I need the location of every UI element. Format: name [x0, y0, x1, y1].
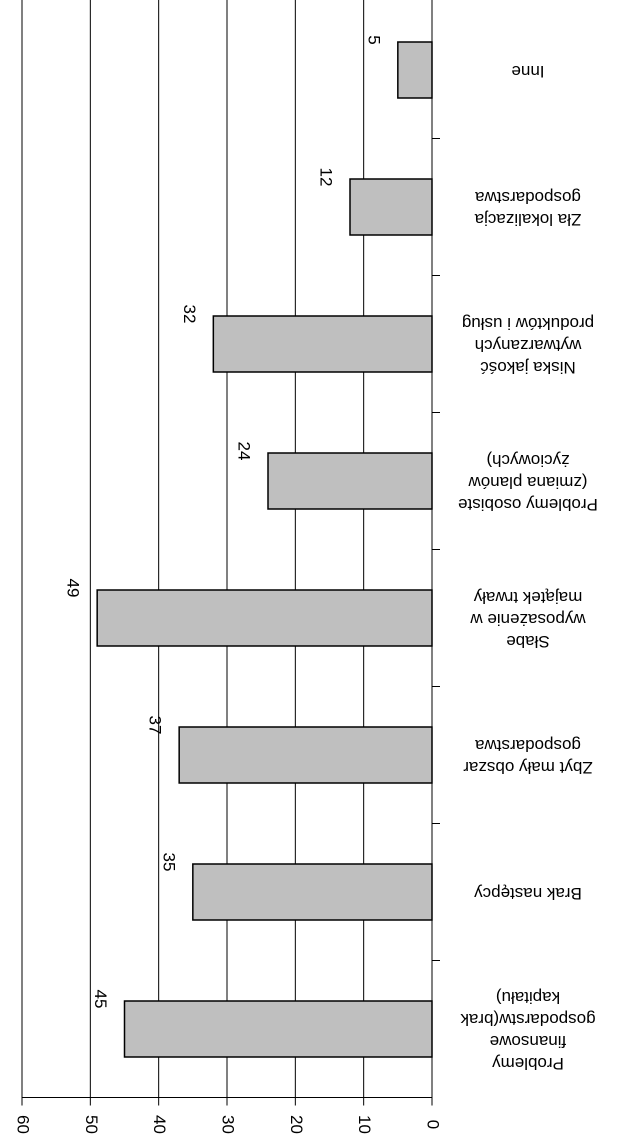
value-label: 49 [64, 579, 83, 598]
bar [96, 589, 433, 647]
x-tick-label: Brak następcy [474, 884, 582, 903]
x-tick-label: Zła lokalizacjagospodarstwa [474, 188, 581, 229]
bar [123, 1000, 433, 1058]
y-tick-label: 10 [355, 1115, 374, 1134]
y-tick-label: 0 [424, 1120, 443, 1129]
bar [178, 726, 433, 784]
x-tick-label: Problemy osobiste(zmiana planówżyciowych… [458, 451, 598, 514]
value-label: 35 [159, 853, 178, 872]
bar [192, 863, 433, 921]
value-label: 12 [317, 168, 336, 187]
value-label: 45 [91, 990, 110, 1009]
x-tick-label: Inne [511, 62, 544, 81]
value-label: 5 [364, 35, 383, 44]
value-label: 24 [235, 442, 254, 461]
y-tick-label: 40 [150, 1115, 169, 1134]
bar [212, 315, 433, 373]
x-tick-label: Problemyfinansowegospodarstw(brakkapitał… [460, 988, 596, 1073]
value-label: 32 [180, 305, 199, 324]
x-tick-label: Zbyt mały obszargospodarstwa [463, 736, 593, 777]
bar [349, 178, 433, 236]
x-tick-label: Słabewyposażenie wmajątek trwały [470, 588, 587, 651]
x-tick-label: Niska jakośćwytwarzanychproduktów i usłu… [462, 314, 594, 377]
y-tick-label: 20 [287, 1115, 306, 1134]
y-tick-label: 30 [219, 1115, 238, 1134]
y-tick-label: 50 [82, 1115, 101, 1134]
bar [397, 41, 433, 99]
value-label: 37 [146, 716, 165, 735]
bar [267, 452, 433, 510]
y-tick-label: 60 [14, 1115, 33, 1134]
